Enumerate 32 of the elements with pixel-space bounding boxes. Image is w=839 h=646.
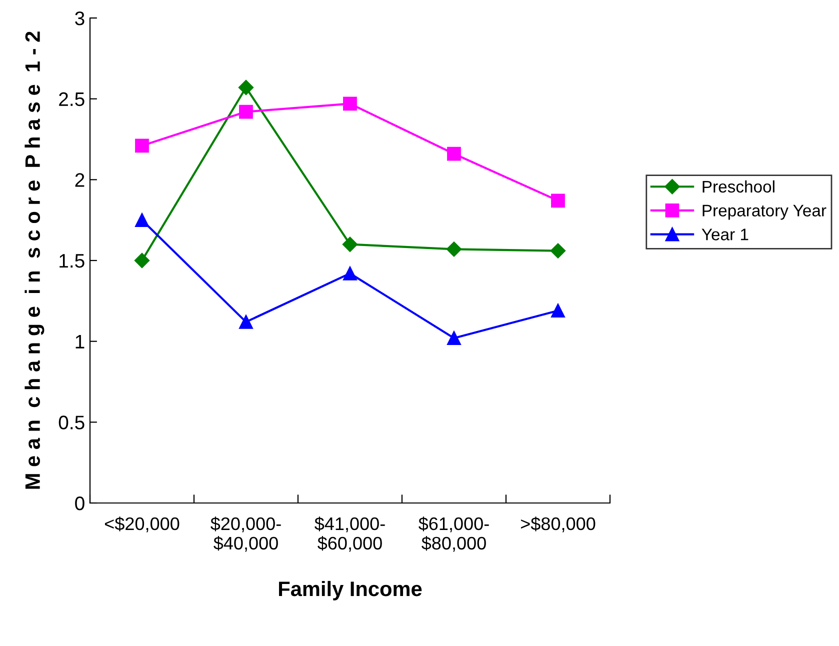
point	[551, 194, 565, 208]
point	[239, 314, 253, 329]
y-tick-label: 0	[75, 496, 84, 510]
point	[551, 304, 565, 318]
x-tick-label: $20,000- $40,000	[210, 516, 281, 552]
y-tick-label: 2.5	[59, 92, 84, 106]
x-tick-label: $41,000- $60,000	[314, 516, 385, 552]
point	[342, 236, 358, 252]
y-tick-label: 1	[76, 335, 84, 348]
y-tick-label: 1.5	[60, 254, 84, 268]
y-tick-label: 3	[75, 11, 84, 26]
point	[343, 266, 357, 280]
point	[239, 104, 253, 119]
x-axis-title: Family Income	[279, 580, 422, 600]
point	[135, 213, 149, 228]
point	[447, 331, 461, 346]
point	[134, 252, 150, 268]
point	[238, 80, 254, 96]
legend-label: Preschool	[702, 180, 774, 193]
x-tick-label: >$80,000	[520, 516, 596, 532]
x-tick-label: $61,000- $80,000	[418, 516, 489, 552]
legend-label: Preparatory Year	[702, 204, 826, 220]
point	[343, 96, 357, 111]
x-tick-label: <$20,000	[104, 516, 180, 532]
y-tick-label: 0.5	[58, 416, 84, 430]
point	[446, 242, 462, 257]
y-tick-label: 2	[75, 173, 84, 187]
y-axis-title: M e a n c h a n g e i n s c o r e P h a s e 1 - 2	[24, 32, 44, 489]
point	[447, 146, 461, 161]
point	[135, 138, 149, 153]
legend-label: Year 1	[702, 228, 748, 240]
point	[550, 243, 566, 258]
